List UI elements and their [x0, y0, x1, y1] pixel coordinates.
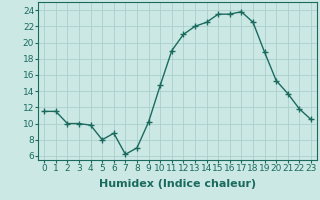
X-axis label: Humidex (Indice chaleur): Humidex (Indice chaleur) — [99, 179, 256, 189]
